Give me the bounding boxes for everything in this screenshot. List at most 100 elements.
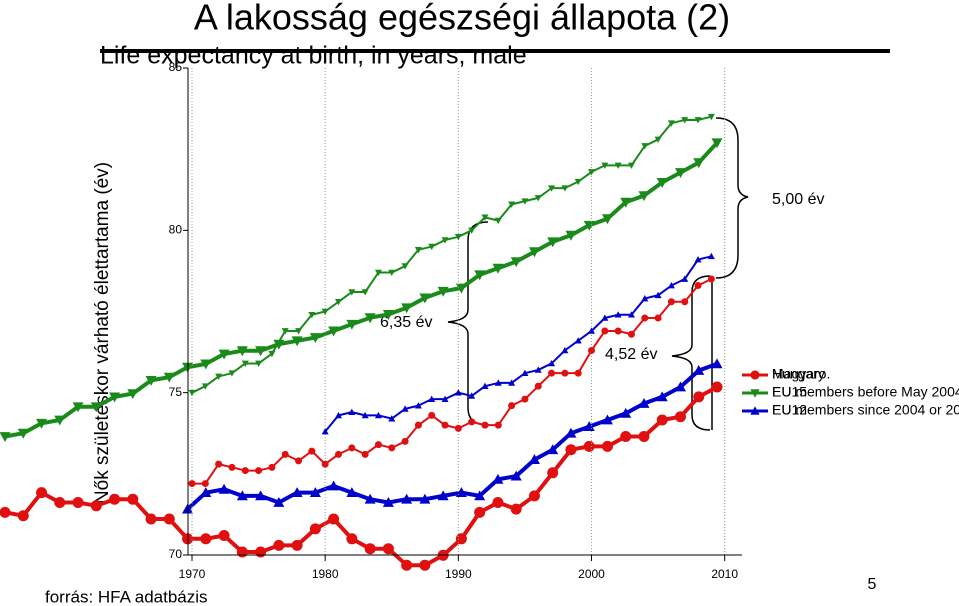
data-point — [494, 379, 502, 386]
data-point — [455, 283, 467, 294]
data-point — [273, 497, 285, 507]
data-point — [268, 463, 276, 471]
data-point — [295, 328, 303, 335]
data-point — [273, 339, 285, 350]
data-point — [638, 398, 650, 408]
data-point — [328, 480, 340, 491]
data-point — [17, 428, 29, 439]
data-point — [308, 311, 316, 319]
x-tick-label: 1980 — [312, 567, 339, 581]
data-point — [441, 237, 449, 244]
data-point — [601, 414, 613, 425]
series-line — [324, 255, 712, 433]
y-tick-label: 70 — [169, 547, 183, 561]
data-point — [255, 346, 267, 357]
data-point — [309, 333, 321, 343]
data-point — [236, 546, 248, 558]
annotation: 4,52 év — [605, 346, 657, 363]
data-point — [620, 407, 632, 418]
data-point — [218, 349, 230, 360]
data-point — [707, 113, 715, 121]
data-point — [468, 227, 476, 234]
data-point — [401, 303, 413, 314]
legend-marker — [750, 406, 760, 415]
data-point — [711, 138, 723, 149]
data-point — [492, 473, 504, 484]
data-point — [215, 460, 223, 468]
x-tick-label: 2010 — [711, 567, 738, 581]
series-line — [186, 362, 718, 511]
data-point — [437, 286, 449, 297]
data-point — [90, 500, 102, 512]
x-tick-label: 1970 — [179, 567, 206, 581]
data-point — [614, 327, 622, 335]
data-point — [364, 493, 376, 504]
data-point — [656, 391, 668, 402]
data-point — [627, 311, 635, 318]
data-point — [200, 487, 212, 497]
data-point — [188, 389, 196, 397]
data-point — [574, 337, 582, 344]
data-point — [414, 402, 422, 409]
data-point — [241, 467, 249, 475]
data-point — [334, 450, 342, 458]
data-point — [200, 533, 212, 545]
data-point — [268, 350, 276, 358]
annotation: 5,00 év — [772, 191, 824, 208]
data-point — [236, 346, 248, 357]
data-point — [638, 191, 650, 202]
data-point — [521, 369, 529, 376]
data-point — [707, 275, 715, 283]
data-point — [291, 487, 303, 497]
legend-label: Hungary — [772, 366, 825, 382]
data-point — [218, 530, 230, 541]
data-point — [561, 346, 569, 354]
data-point — [414, 247, 422, 254]
data-point — [481, 214, 489, 221]
y-axis-label: Nők születéskor várható élettartama (év) — [92, 162, 113, 504]
data-point — [281, 450, 289, 458]
data-point — [494, 421, 502, 429]
data-point — [0, 506, 11, 518]
data-point — [454, 424, 462, 432]
data-point — [638, 431, 650, 442]
data-point — [328, 513, 340, 525]
braces — [447, 117, 749, 431]
data-point — [588, 327, 596, 334]
data-point — [654, 314, 662, 322]
data-point — [309, 523, 321, 535]
data-point — [419, 493, 431, 504]
data-point — [334, 411, 342, 419]
data-point — [361, 289, 369, 296]
series-line — [4, 385, 718, 568]
data-point — [641, 295, 649, 302]
data-point — [548, 359, 556, 367]
data-point — [321, 460, 329, 468]
data-point — [614, 162, 622, 169]
data-point — [492, 497, 504, 508]
legend-marker — [750, 389, 760, 398]
data-point — [583, 440, 595, 452]
data-point — [601, 314, 609, 321]
source: forrás: HFA adatbázis — [45, 587, 208, 606]
data-point — [654, 291, 662, 299]
data-point — [382, 543, 394, 555]
data-point — [694, 117, 702, 124]
data-point — [109, 493, 121, 505]
data-point — [145, 513, 157, 525]
annotation: 6,35 év — [380, 314, 432, 331]
data-point — [441, 395, 449, 402]
data-point — [346, 533, 358, 545]
data-point — [36, 418, 48, 429]
data-point — [401, 405, 409, 412]
data-point — [534, 382, 542, 390]
data-point — [273, 539, 285, 551]
legend-label: Magyaro. — [772, 366, 830, 382]
data-point — [601, 162, 609, 169]
data-point — [481, 421, 489, 429]
data-point — [54, 497, 66, 508]
data-point — [693, 158, 705, 169]
data-point — [694, 256, 702, 263]
data-point — [428, 243, 436, 251]
data-point — [574, 369, 582, 377]
